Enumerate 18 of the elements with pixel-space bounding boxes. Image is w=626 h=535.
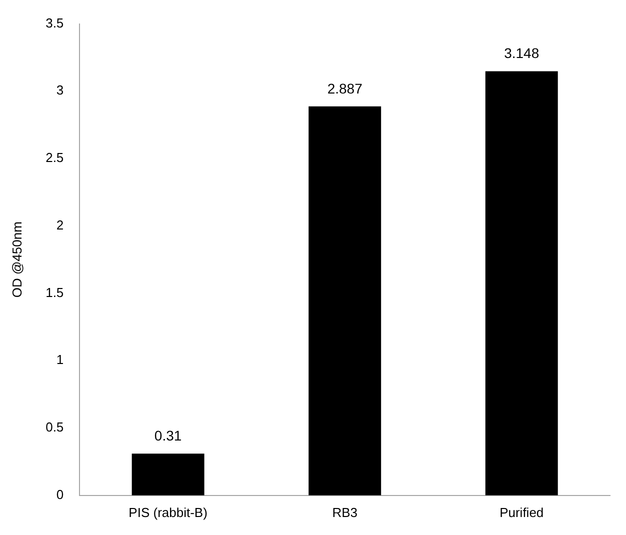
data-label: 2.887 <box>327 80 363 96</box>
y-tick-label: 2 <box>56 217 64 232</box>
y-tick-label: 0 <box>56 486 64 502</box>
x-tick-label: RB3 <box>332 504 358 520</box>
y-tick-label: 1.5 <box>46 284 64 300</box>
y-tick-label: 1 <box>56 352 64 368</box>
data-label: 0.31 <box>154 427 182 444</box>
bar <box>485 71 558 496</box>
x-tick-label: Purified <box>500 504 544 520</box>
y-tick-label: 3 <box>56 82 64 98</box>
y-axis-title: OD @450nm <box>9 222 24 298</box>
bar <box>132 454 204 496</box>
y-tick-label: 3.5 <box>46 15 64 30</box>
y-tick-label: 0.5 <box>46 420 64 435</box>
data-label: 3.148 <box>504 45 540 62</box>
x-tick-label: PIS (rabbit-B) <box>128 504 208 520</box>
y-tick-label: 2.5 <box>46 150 64 166</box>
bar <box>308 106 382 496</box>
